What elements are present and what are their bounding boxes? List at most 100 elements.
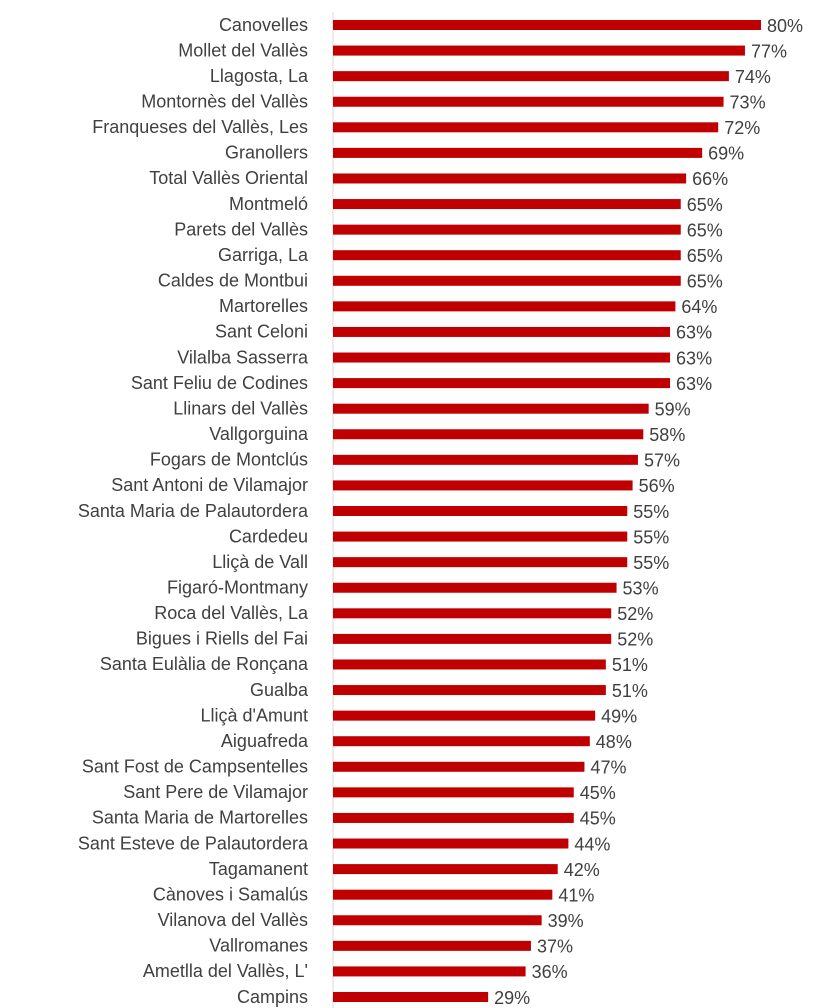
category-label: Sant Celoni <box>215 322 308 342</box>
bar <box>333 761 585 772</box>
bar <box>333 147 703 158</box>
bar <box>333 378 671 389</box>
value-label: 63% <box>676 323 712 343</box>
category-label: Vilanova del Vallès <box>158 910 308 930</box>
category-label: Roca del Vallès, La <box>154 603 309 623</box>
bar <box>333 966 526 977</box>
category-label: Sant Pere de Vilamajor <box>123 782 308 802</box>
bar <box>333 301 676 312</box>
value-label: 65% <box>687 246 723 266</box>
value-label: 41% <box>558 885 594 905</box>
category-label: Santa Maria de Palautordera <box>78 501 309 521</box>
category-label: Lliçà de Vall <box>212 552 308 572</box>
category-label: Fogars de Montclús <box>150 450 308 470</box>
value-label: 65% <box>687 272 723 292</box>
value-label: 63% <box>676 374 712 394</box>
bar <box>333 224 681 235</box>
value-label: 39% <box>548 911 584 931</box>
value-label: 49% <box>601 706 637 726</box>
value-label: 59% <box>655 399 691 419</box>
value-label: 51% <box>612 655 648 675</box>
bar <box>333 506 628 516</box>
category-label: Parets del Vallès <box>174 219 308 239</box>
value-label: 45% <box>580 809 616 829</box>
bar <box>333 685 606 696</box>
value-label: 69% <box>708 144 744 164</box>
category-label: Canovelles <box>219 15 308 35</box>
category-label: Cànoves i Samalús <box>153 884 308 904</box>
category-label: Figaró-Montmany <box>167 577 308 597</box>
bar <box>333 812 574 823</box>
value-label: 55% <box>633 502 669 522</box>
bar <box>333 352 671 363</box>
category-label: Santa Maria de Martorelles <box>92 808 308 828</box>
value-label: 29% <box>494 988 530 1008</box>
value-label: 65% <box>687 195 723 215</box>
value-label: 42% <box>564 860 600 880</box>
category-label: Sant Feliu de Codines <box>131 373 308 393</box>
bar <box>333 864 558 875</box>
category-label: Vallromanes <box>209 936 308 956</box>
bar <box>333 45 745 56</box>
bar <box>333 429 644 440</box>
value-label: 56% <box>639 476 675 496</box>
bar <box>333 608 612 619</box>
bar <box>333 122 719 133</box>
value-label: 37% <box>537 937 573 957</box>
category-label: Vallgorguina <box>209 424 309 444</box>
bar <box>333 326 671 337</box>
category-label: Lliçà d'Amunt <box>201 705 309 725</box>
category-label: Martorelles <box>219 296 308 316</box>
bar <box>333 557 628 568</box>
category-label: Tagamanent <box>209 859 308 879</box>
bar <box>333 250 681 261</box>
bar <box>333 633 612 644</box>
value-label: 36% <box>532 962 568 982</box>
bar <box>333 199 681 210</box>
category-label: Mollet del Vallès <box>178 40 308 60</box>
category-label: Sant Fost de Campsentelles <box>82 757 308 777</box>
value-label: 52% <box>617 630 653 650</box>
value-label: 53% <box>623 578 659 598</box>
category-label: Sant Esteve de Palautordera <box>78 833 309 853</box>
bar <box>333 915 542 926</box>
bar <box>333 480 633 491</box>
category-label: Montmeló <box>229 194 308 214</box>
value-label: 57% <box>644 451 680 471</box>
category-label: Campins <box>237 987 308 1007</box>
value-label: 80% <box>767 16 803 36</box>
category-label: Granollers <box>225 143 308 163</box>
value-label: 58% <box>649 425 685 445</box>
category-label: Franqueses del Vallès, Les <box>92 117 308 137</box>
bar <box>333 403 649 414</box>
bar <box>333 787 574 798</box>
bar <box>333 838 569 849</box>
value-label: 73% <box>730 92 766 112</box>
value-label: 55% <box>633 553 669 573</box>
category-label: Cardedeu <box>229 526 308 546</box>
value-label: 66% <box>692 169 728 189</box>
bar <box>333 992 489 1002</box>
category-label: Aiguafreda <box>221 731 309 751</box>
value-label: 51% <box>612 681 648 701</box>
bar <box>333 531 628 542</box>
bar <box>333 173 687 184</box>
category-label: Santa Eulàlia de Ronçana <box>100 654 309 674</box>
bar <box>333 96 724 107</box>
bar <box>333 659 606 670</box>
category-label: Gualba <box>250 680 309 700</box>
value-label: 55% <box>633 527 669 547</box>
category-label: Montornès del Vallès <box>141 91 308 111</box>
bar <box>333 71 729 82</box>
bar <box>333 454 638 465</box>
bar <box>333 710 596 721</box>
category-label: Total Vallès Oriental <box>149 168 308 188</box>
bar <box>333 582 617 593</box>
bar <box>333 20 761 30</box>
value-label: 45% <box>580 783 616 803</box>
value-label: 52% <box>617 604 653 624</box>
value-label: 74% <box>735 67 771 87</box>
category-label: Vilalba Sasserra <box>177 347 309 367</box>
value-label: 47% <box>590 758 626 778</box>
category-label: Llagosta, La <box>210 66 309 86</box>
